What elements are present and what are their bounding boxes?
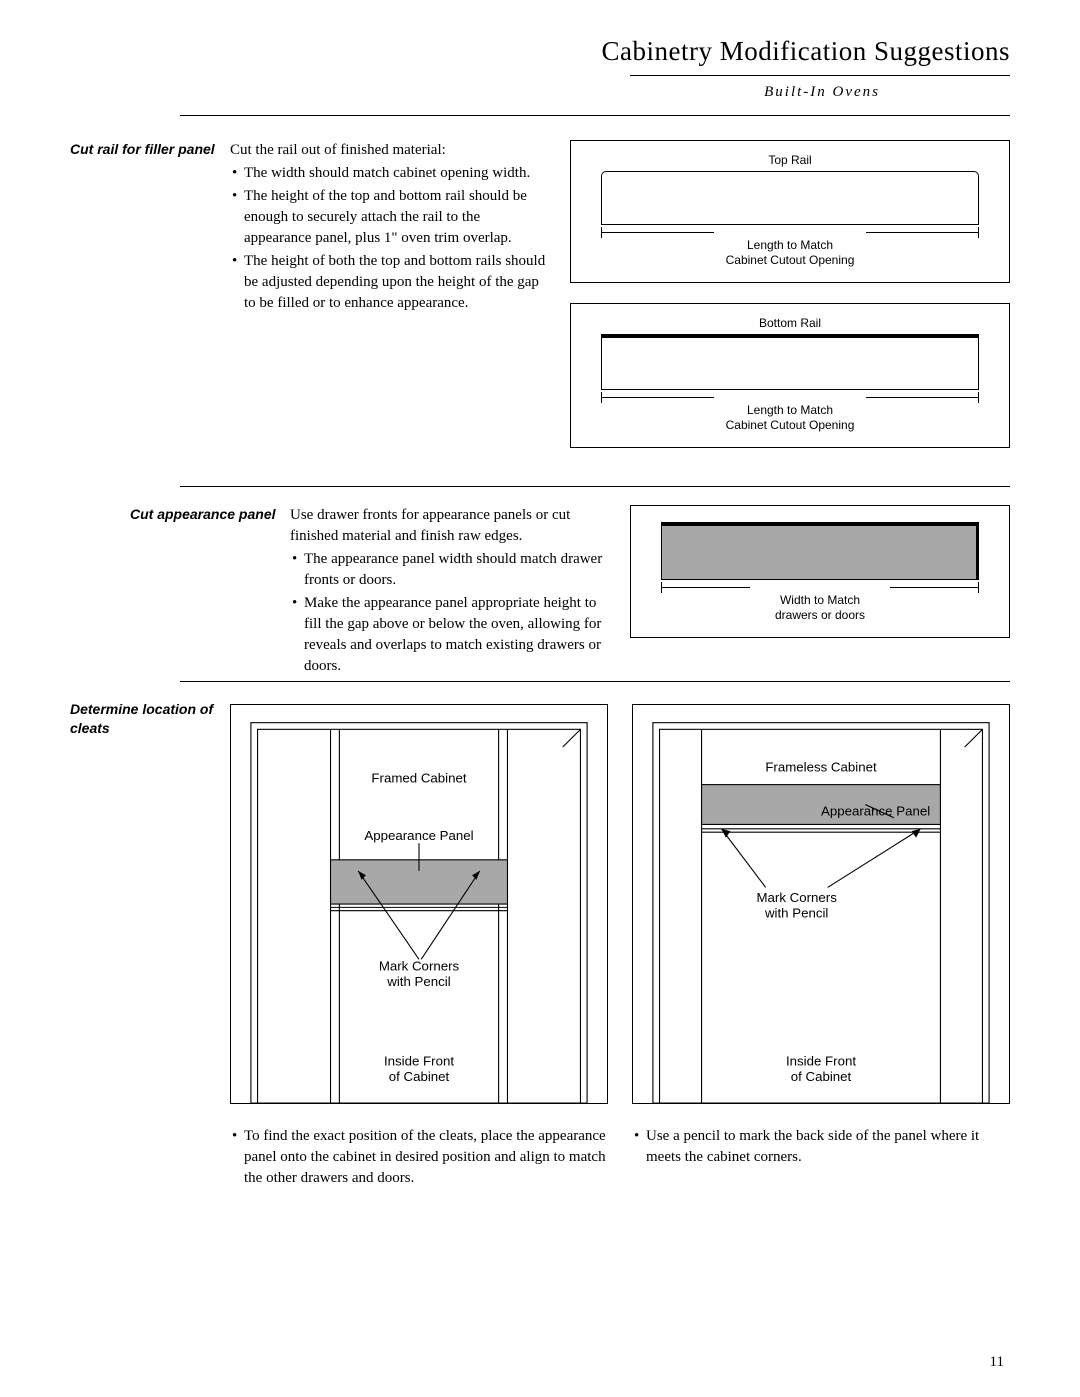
- dimension-line: [601, 227, 979, 239]
- rail-shape: [601, 171, 979, 225]
- fig-inside-l2: of Cabinet: [389, 1069, 450, 1084]
- fig-mark-l1: Mark Corners: [756, 890, 837, 905]
- fig-inside-l1: Inside Front: [384, 1054, 454, 1069]
- figure-bottom-rail: Bottom Rail Length to Match Cabinet Cuto…: [570, 303, 1010, 448]
- bullet-item: Make the appearance panel appropriate he…: [290, 593, 610, 677]
- side-heading-col: Determine location of cleats: [70, 700, 230, 1191]
- fig-mark-l1: Mark Corners: [379, 958, 460, 973]
- page-title: Cabinetry Modification Suggestions: [70, 36, 1010, 67]
- figure-frameless-cabinet: Frameless Cabinet Appearance Panel Mark …: [632, 704, 1010, 1104]
- fig-title: Framed Cabinet: [371, 770, 466, 785]
- note-left: To find the exact position of the cleats…: [230, 1126, 608, 1189]
- side-heading: Cut rail for filler panel: [70, 140, 220, 159]
- bullet-list: The width should match cabinet opening w…: [230, 163, 550, 314]
- frameless-cabinet-svg: Frameless Cabinet Appearance Panel Mark …: [633, 705, 1009, 1103]
- figure-appearance-panel: Width to Match drawers or doors: [630, 505, 1010, 638]
- framed-cabinet-svg: Framed Cabinet Appearance Panel Mark Cor…: [231, 705, 607, 1103]
- fig-mark-l2: with Pencil: [386, 974, 450, 989]
- figure-col: Top Rail Length to Match Cabinet Cutout …: [570, 140, 1010, 468]
- cleats-figures-row: Framed Cabinet Appearance Panel Mark Cor…: [230, 704, 1010, 1104]
- subtitle-rule: Built-In Ovens: [630, 75, 1010, 101]
- page-header: Cabinetry Modification Suggestions: [70, 36, 1010, 67]
- section-cleats: Determine location of cleats: [180, 681, 1010, 1191]
- bullet-item: The height of the top and bottom rail sh…: [230, 186, 550, 249]
- note-right-col: Use a pencil to mark the back side of th…: [632, 1126, 1010, 1191]
- cleats-content: Framed Cabinet Appearance Panel Mark Cor…: [230, 700, 1010, 1191]
- page-number: 11: [990, 1354, 1004, 1371]
- dimension-line: [661, 582, 979, 594]
- figure-framed-cabinet: Framed Cabinet Appearance Panel Mark Cor…: [230, 704, 608, 1104]
- divider: [180, 115, 1010, 116]
- fig-label: Top Rail: [601, 153, 979, 167]
- fig-label: Bottom Rail: [601, 316, 979, 330]
- dimension-line: [601, 392, 979, 404]
- body-col: Use drawer fronts for appearance panels …: [290, 505, 630, 679]
- side-heading-col2: Cut appearance panel: [130, 505, 290, 679]
- bullet-item: The height of both the top and bottom ra…: [230, 251, 550, 314]
- bullet-item: The appearance panel width should match …: [290, 549, 610, 591]
- intro-text: Use drawer fronts for appearance panels …: [290, 505, 610, 547]
- section-cut-rail: Cut rail for filler panel Cut the rail o…: [70, 140, 1010, 468]
- figure-col: Width to Match drawers or doors: [630, 505, 1010, 679]
- dim-caption: Length to Match Cabinet Cutout Opening: [601, 238, 979, 268]
- page: Cabinetry Modification Suggestions Built…: [0, 0, 1080, 1231]
- intro-text: Cut the rail out of finished material:: [230, 140, 550, 161]
- dim-caption: Length to Match Cabinet Cutout Opening: [601, 403, 979, 433]
- side-heading: Cut appearance panel: [130, 505, 280, 524]
- note-left-col: To find the exact position of the cleats…: [230, 1126, 608, 1191]
- section-cut-appearance: Cut appearance panel Use drawer fronts f…: [180, 486, 1010, 679]
- fig-mark-l2: with Pencil: [764, 905, 828, 920]
- cleats-notes: To find the exact position of the cleats…: [230, 1126, 1010, 1191]
- side-heading: Determine location of cleats: [70, 700, 220, 738]
- body-col: Cut the rail out of finished material: T…: [230, 140, 570, 468]
- fig-inside-l2: of Cabinet: [791, 1069, 852, 1084]
- rail-shape: [601, 334, 979, 390]
- panel-shape: [661, 522, 979, 580]
- fig-title: Frameless Cabinet: [765, 759, 877, 774]
- figure-top-rail: Top Rail Length to Match Cabinet Cutout …: [570, 140, 1010, 283]
- page-subtitle: Built-In Ovens: [630, 84, 1010, 101]
- fig-panel-label: Appearance Panel: [821, 804, 930, 819]
- fig-panel-label: Appearance Panel: [364, 828, 473, 843]
- bullet-item: The width should match cabinet opening w…: [230, 163, 550, 184]
- note-right: Use a pencil to mark the back side of th…: [632, 1126, 1010, 1168]
- fig-inside-l1: Inside Front: [786, 1054, 856, 1069]
- side-heading-col: Cut rail for filler panel: [70, 140, 230, 468]
- dim-caption: Width to Match drawers or doors: [661, 593, 979, 623]
- bullet-list: The appearance panel width should match …: [290, 549, 610, 677]
